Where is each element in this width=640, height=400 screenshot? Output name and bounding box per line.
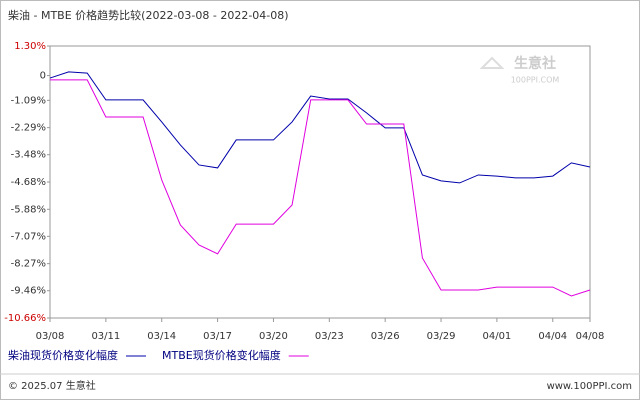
y-tick-label: -9.46% xyxy=(11,286,46,297)
x-tick-label: 03/23 xyxy=(315,331,344,342)
y-tick-label: -7.07% xyxy=(11,231,46,242)
y-tick-label: -4.68% xyxy=(11,177,46,188)
y-tick-label: -10.66% xyxy=(4,313,46,324)
series-line xyxy=(49,71,591,184)
y-tick-label: 0 xyxy=(40,71,46,82)
x-tick-label: 03/29 xyxy=(427,331,456,342)
footer-left: © 2025.07 生意社 xyxy=(8,379,96,392)
x-tick-label: 03/11 xyxy=(91,331,120,342)
x-tick-label: 03/20 xyxy=(259,331,288,342)
x-tick-label: 03/26 xyxy=(371,331,400,342)
y-tick-label: 1.30% xyxy=(14,41,46,52)
y-tick-label: -1.09% xyxy=(11,95,46,106)
y-tick-label: -2.29% xyxy=(11,123,46,134)
legend-label: MTBE现货价格变化幅度 xyxy=(162,348,281,362)
footer-right: www.100PPI.com xyxy=(547,381,632,392)
watermark: 生意社 xyxy=(514,55,556,72)
x-tick-label: 04/01 xyxy=(482,331,511,342)
watermark-logo xyxy=(479,56,505,69)
series-line xyxy=(50,79,591,297)
chart-title: 柴油 - MTBE 价格趋势比较(2022-03-08 - 2022-04-08… xyxy=(8,8,289,22)
legend-label: 柴油现货价格变化幅度 xyxy=(8,348,118,362)
y-tick-label: -8.27% xyxy=(11,259,46,270)
x-tick-label: 03/08 xyxy=(36,331,65,342)
y-tick-label: -5.88% xyxy=(11,204,46,215)
y-tick-label: -3.48% xyxy=(11,150,46,161)
x-tick-label: 03/14 xyxy=(147,331,176,342)
watermark: 100PPI.COM xyxy=(511,76,560,85)
x-tick-label: 04/04 xyxy=(538,331,567,342)
x-tick-label: 03/17 xyxy=(203,331,232,342)
x-tick-label: 04/08 xyxy=(576,331,605,342)
